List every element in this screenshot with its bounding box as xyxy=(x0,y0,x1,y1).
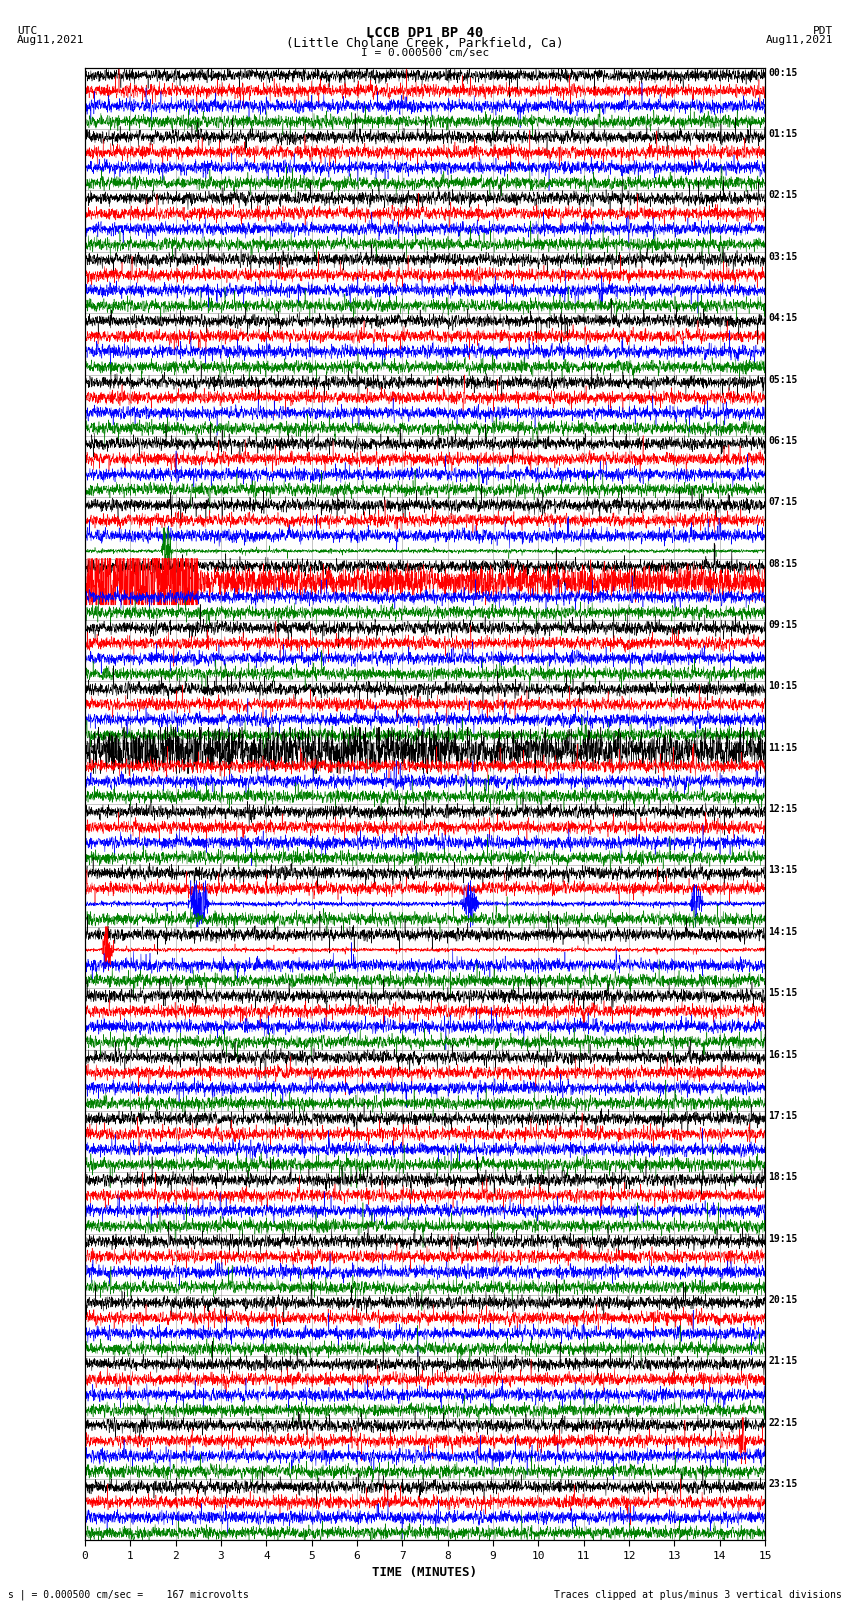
Text: 14:15: 14:15 xyxy=(768,927,798,937)
Text: 06:15: 06:15 xyxy=(768,436,798,445)
Text: Aug11,2021: Aug11,2021 xyxy=(17,35,84,45)
Text: 05:15: 05:15 xyxy=(768,374,798,384)
Text: I = 0.000500 cm/sec: I = 0.000500 cm/sec xyxy=(361,48,489,58)
Text: 16:15: 16:15 xyxy=(768,1050,798,1060)
Text: Traces clipped at plus/minus 3 vertical divisions: Traces clipped at plus/minus 3 vertical … xyxy=(553,1590,842,1600)
Text: 18:15: 18:15 xyxy=(768,1173,798,1182)
Text: 02:15: 02:15 xyxy=(768,190,798,200)
Text: s | = 0.000500 cm/sec =    167 microvolts: s | = 0.000500 cm/sec = 167 microvolts xyxy=(8,1589,249,1600)
Text: 07:15: 07:15 xyxy=(768,497,798,506)
Text: 11:15: 11:15 xyxy=(768,742,798,753)
Text: 17:15: 17:15 xyxy=(768,1111,798,1121)
Text: 01:15: 01:15 xyxy=(768,129,798,139)
Text: 23:15: 23:15 xyxy=(768,1479,798,1489)
Text: UTC: UTC xyxy=(17,26,37,35)
Text: LCCB DP1 BP 40: LCCB DP1 BP 40 xyxy=(366,26,484,40)
Text: 19:15: 19:15 xyxy=(768,1234,798,1244)
Text: 13:15: 13:15 xyxy=(768,866,798,876)
Text: 21:15: 21:15 xyxy=(768,1357,798,1366)
Text: 20:15: 20:15 xyxy=(768,1295,798,1305)
Text: (Little Cholane Creek, Parkfield, Ca): (Little Cholane Creek, Parkfield, Ca) xyxy=(286,37,564,50)
Text: 15:15: 15:15 xyxy=(768,989,798,998)
X-axis label: TIME (MINUTES): TIME (MINUTES) xyxy=(372,1566,478,1579)
Text: PDT: PDT xyxy=(813,26,833,35)
Text: 09:15: 09:15 xyxy=(768,619,798,631)
Text: 12:15: 12:15 xyxy=(768,805,798,815)
Text: Aug11,2021: Aug11,2021 xyxy=(766,35,833,45)
Text: 00:15: 00:15 xyxy=(768,68,798,77)
Text: 04:15: 04:15 xyxy=(768,313,798,323)
Text: 03:15: 03:15 xyxy=(768,252,798,261)
Text: 10:15: 10:15 xyxy=(768,681,798,692)
Text: 22:15: 22:15 xyxy=(768,1418,798,1428)
Text: 08:15: 08:15 xyxy=(768,558,798,569)
